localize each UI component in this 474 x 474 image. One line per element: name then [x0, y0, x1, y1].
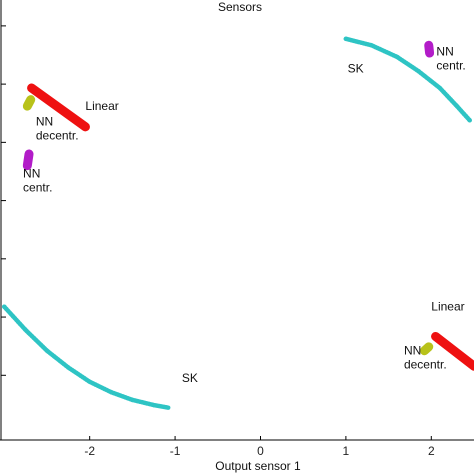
series-0-point-3	[416, 68, 421, 74]
series-1-point-3	[66, 365, 71, 370]
series-1-point-1	[23, 327, 28, 333]
annotation-linear-left-line-0: Linear	[85, 99, 118, 113]
series-0-point-4	[437, 85, 443, 91]
annotation-nn-centr-right-line-0: NN	[436, 45, 453, 59]
annotation-nn-decentr-right-line-1: decentr.	[404, 358, 447, 372]
annotation-linear-left: Linear	[85, 99, 118, 113]
annotation-sk-upper: SK	[348, 61, 364, 75]
series-6-blob	[22, 149, 34, 171]
annotation-nn-centr-left-line-1: centr.	[23, 180, 52, 194]
series-0-point-1	[369, 43, 374, 48]
series-3	[431, 331, 474, 371]
series-1-point-4	[87, 379, 92, 384]
series-5-blob	[419, 342, 434, 356]
series-1-point-8	[166, 405, 171, 410]
annotation-linear-right: Linear	[431, 300, 464, 314]
annotation-nn-centr-right-line-1: centr.	[436, 59, 465, 73]
annotation-linear-right-line-0: Linear	[431, 300, 464, 314]
annotation-nn-centr-left: NN centr.	[23, 166, 52, 194]
series-1-point-5	[108, 389, 114, 395]
annotation-nn-centr-right: NN centr.	[436, 45, 465, 73]
annotation-nn-decentr-left-line-0: NN	[36, 115, 53, 129]
series-4-blob	[22, 95, 36, 111]
series-0-point-5	[454, 103, 460, 109]
series-4	[22, 95, 36, 111]
series-1-point-0	[2, 304, 7, 309]
chart-title: Sensors	[218, 0, 262, 14]
x-tick-label-4: 2	[428, 444, 435, 458]
series-6	[22, 149, 34, 171]
series-2-segment	[27, 83, 90, 132]
series-0-point-2	[394, 54, 400, 60]
annotation-sk-lower: SK	[182, 371, 198, 385]
series-0	[343, 36, 472, 123]
annotation-nn-decentr-right: NN decentr.	[404, 344, 447, 372]
series-3-segment	[431, 331, 474, 371]
x-tick-label-0: -2	[84, 444, 95, 458]
series-1	[2, 304, 171, 410]
x-tick-label-2: 0	[257, 444, 264, 458]
annotation-nn-decentr-right-line-0: NN	[404, 344, 421, 358]
series-7-blob	[424, 40, 435, 58]
series-1-point-6	[130, 397, 135, 403]
series-2	[27, 83, 90, 132]
series-0-point-6	[467, 118, 472, 123]
series-5	[419, 342, 434, 356]
annotation-nn-decentr-left-line-1: decentr.	[36, 129, 79, 143]
x-tick-label-3: 1	[343, 444, 350, 458]
series-1-point-2	[44, 348, 50, 353]
series-0-point-0	[343, 36, 349, 42]
series-1-band	[2, 304, 171, 410]
annotation-sk-lower-line-0: SK	[182, 371, 198, 385]
series-1-point-7	[151, 402, 156, 408]
annotation-sk-upper-line-0: SK	[348, 61, 364, 75]
axes-layer: -2 -1 0 1 2	[0, 0, 474, 458]
series-7	[424, 40, 435, 58]
annotation-nn-centr-left-line-0: NN	[23, 166, 40, 180]
data-layer	[2, 36, 474, 410]
annotation-nn-decentr-left: NN decentr.	[36, 115, 79, 143]
x-tick-label-1: -1	[170, 444, 181, 458]
x-axis-label: Output sensor 1	[215, 459, 301, 473]
